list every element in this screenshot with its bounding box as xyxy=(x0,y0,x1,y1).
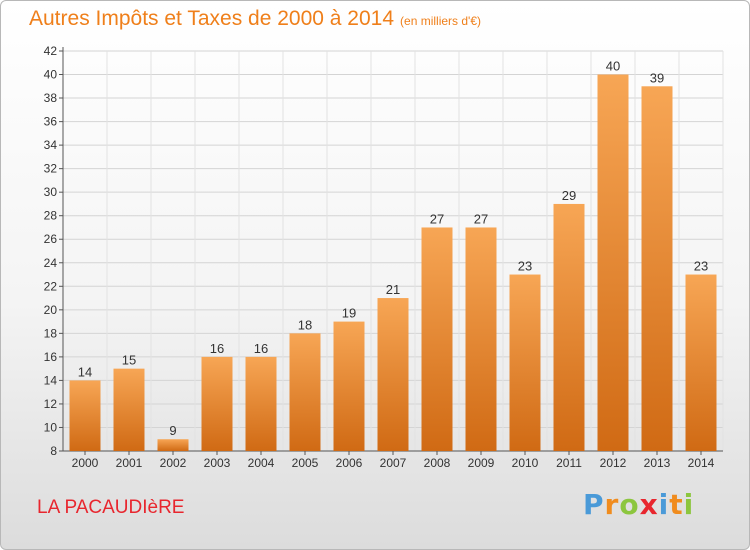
x-tick-label: 2002 xyxy=(160,456,187,470)
chart-subtitle: (en milliers d'€) xyxy=(400,14,482,28)
place-name: LA PACAUDIèRE xyxy=(37,497,185,518)
bar-value-label: 23 xyxy=(694,259,708,274)
bar-value-label: 29 xyxy=(562,188,576,203)
bar xyxy=(289,333,321,451)
y-tick-label: 34 xyxy=(44,138,58,152)
bar-value-label: 21 xyxy=(386,282,400,297)
bar-value-label: 27 xyxy=(474,211,488,226)
bar-value-label: 16 xyxy=(210,341,224,356)
x-tick-label: 2006 xyxy=(336,456,363,470)
logo-letter: i xyxy=(658,488,670,521)
y-tick-label: 20 xyxy=(44,303,58,317)
y-tick-label: 38 xyxy=(44,91,58,105)
y-tick-label: 36 xyxy=(44,115,58,129)
x-tick-label: 2012 xyxy=(600,456,627,470)
bar xyxy=(685,274,717,451)
logo-letter: P xyxy=(583,488,605,521)
bar xyxy=(245,356,277,451)
bar xyxy=(157,439,189,451)
bar-value-label: 14 xyxy=(78,364,92,379)
bar-value-label: 19 xyxy=(342,306,356,321)
x-tick-label: 2000 xyxy=(72,456,99,470)
x-tick-label: 2014 xyxy=(688,456,715,470)
bar-value-label: 16 xyxy=(254,341,268,356)
x-tick-label: 2013 xyxy=(644,456,671,470)
logo-letter: r xyxy=(604,488,620,521)
x-tick-label: 2004 xyxy=(248,456,275,470)
y-tick-label: 10 xyxy=(44,420,58,434)
x-tick-label: 2009 xyxy=(468,456,495,470)
x-tick-label: 2011 xyxy=(556,456,582,470)
bar-value-label: 40 xyxy=(606,59,620,74)
y-tick-label: 30 xyxy=(44,185,58,199)
bar xyxy=(377,298,409,451)
bar-value-label: 15 xyxy=(122,353,136,368)
bar xyxy=(113,368,145,451)
y-tick-label: 16 xyxy=(44,350,58,364)
bar xyxy=(201,356,233,451)
y-tick-label: 14 xyxy=(44,373,58,387)
bar-value-label: 23 xyxy=(518,259,532,274)
y-tick-label: 18 xyxy=(44,326,58,340)
proxiti-logo: Proxiti xyxy=(583,488,694,521)
chart-title-text: Autres Impôts et Taxes de 2000 à 2014 xyxy=(29,7,395,30)
bar-value-label: 27 xyxy=(430,211,444,226)
x-tick-label: 2001 xyxy=(116,456,143,470)
logo-letter: x xyxy=(639,488,659,521)
chart-title: Autres Impôts et Taxes de 2000 à 2014 (en… xyxy=(29,7,481,31)
bar xyxy=(465,227,497,451)
x-tick-label: 2003 xyxy=(204,456,231,470)
x-tick-label: 2008 xyxy=(424,456,451,470)
x-tick-label: 2007 xyxy=(380,456,407,470)
x-tick-label: 2010 xyxy=(512,456,539,470)
y-tick-label: 26 xyxy=(44,232,58,246)
y-tick-label: 24 xyxy=(44,256,58,270)
bar xyxy=(553,203,585,451)
bar xyxy=(69,380,101,451)
logo-letter: o xyxy=(619,488,640,521)
y-tick-label: 12 xyxy=(44,397,58,411)
y-tick-label: 42 xyxy=(44,44,58,58)
logo-letter: i xyxy=(683,488,695,521)
logo-letter: t xyxy=(669,488,684,521)
bar xyxy=(333,321,365,451)
bar xyxy=(597,74,629,451)
y-tick-label: 40 xyxy=(44,68,58,82)
x-tick-label: 2005 xyxy=(292,456,319,470)
bar-value-label: 9 xyxy=(169,423,176,438)
y-tick-label: 8 xyxy=(50,444,57,458)
bar-value-label: 18 xyxy=(298,317,312,332)
bar-value-label: 39 xyxy=(650,70,664,85)
y-tick-label: 28 xyxy=(44,209,58,223)
bar xyxy=(641,86,673,451)
bar xyxy=(509,274,541,451)
bar xyxy=(421,227,453,451)
y-tick-label: 32 xyxy=(44,162,58,176)
y-tick-label: 22 xyxy=(44,279,58,293)
